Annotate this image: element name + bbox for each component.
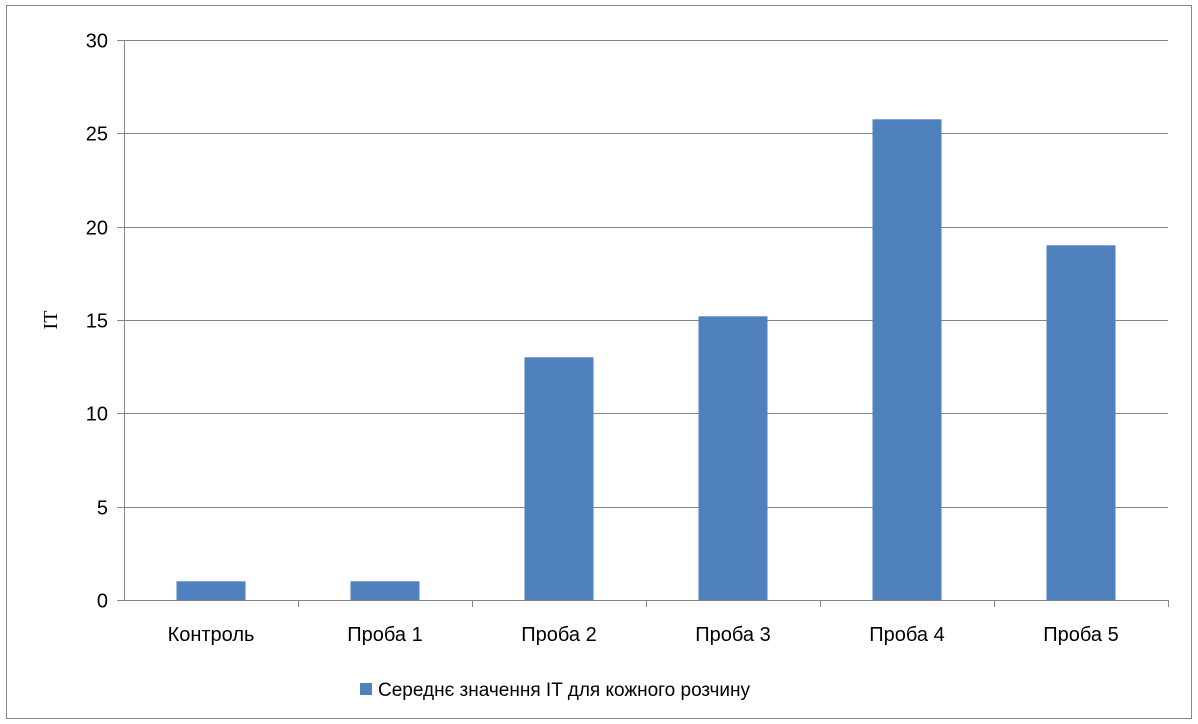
legend: Середнє значення IT для кожного розчину (360, 680, 751, 701)
bar-chart: 0 5 10 15 20 25 30 Контроль Проба 1 Проба 2 Проба… (40, 31, 1169, 701)
bar-1 (350, 581, 420, 600)
y-axis-title: IT (40, 311, 62, 330)
x-tick-label: Проба 5 (1043, 624, 1118, 646)
y-tick-label: 20 (86, 218, 108, 240)
axes (117, 40, 1169, 607)
y-tick-label: 25 (86, 124, 108, 146)
chart-frame: 0 5 10 15 20 25 30 Контроль Проба 1 Проба 2 Проба… (6, 5, 1192, 719)
gridlines (124, 40, 1168, 508)
bar-5 (1046, 245, 1116, 601)
bar-4 (872, 119, 942, 601)
x-tick-label: Проба 3 (695, 624, 770, 646)
y-tick-label: 30 (86, 31, 108, 53)
y-tick-label: 5 (97, 498, 108, 520)
bars (176, 119, 1116, 601)
x-tick-labels: Контроль Проба 1 Проба 2 Проба 3 Проба 4 Проб… (168, 624, 1119, 646)
bar-3 (698, 316, 768, 600)
legend-label: Середнє значення IT для кожного розчину (378, 680, 751, 701)
y-tick-label: 15 (86, 311, 108, 333)
y-tick-labels: 0 5 10 15 20 25 30 (86, 31, 108, 613)
bar-0 (176, 581, 246, 600)
bar-2 (524, 357, 594, 600)
x-tick-label: Проба 2 (521, 624, 596, 646)
legend-swatch (360, 683, 372, 695)
y-tick-label: 0 (97, 591, 108, 613)
x-tick-label: Контроль (168, 624, 255, 646)
y-tick-label: 10 (86, 404, 108, 426)
x-tick-label: Проба 1 (347, 624, 422, 646)
x-tick-label: Проба 4 (869, 624, 944, 646)
